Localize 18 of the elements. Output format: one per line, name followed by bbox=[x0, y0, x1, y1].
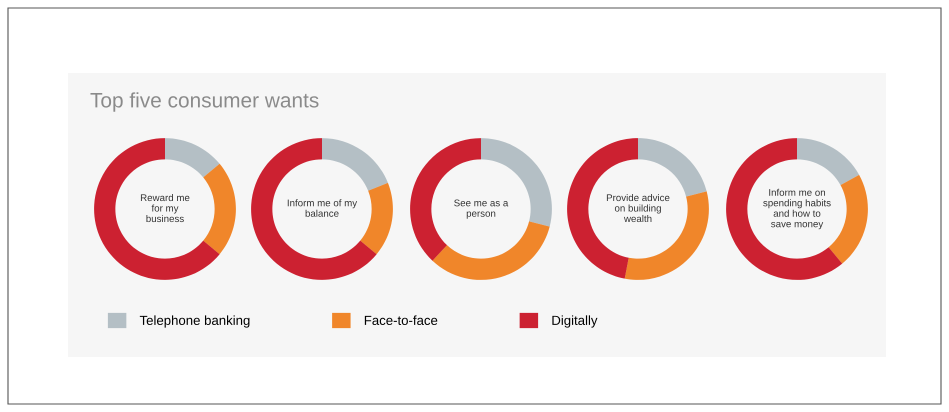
donut-slice bbox=[797, 138, 860, 186]
text: Inform me on spending habits and how to save money bbox=[763, 188, 831, 230]
text: Reward me for my business bbox=[140, 194, 190, 222]
donut-slice bbox=[432, 221, 550, 280]
legend-label: Telephone banking bbox=[140, 315, 250, 328]
legend-label: Digitally bbox=[552, 315, 598, 328]
donut-slice bbox=[94, 138, 220, 280]
donut-slice bbox=[203, 164, 236, 254]
legend-label: Face-to-face bbox=[364, 315, 438, 326]
text: See me as a person bbox=[454, 199, 508, 219]
donut-slice bbox=[165, 138, 220, 178]
donut-slice bbox=[322, 138, 388, 191]
text: Provide advice on building wealth bbox=[606, 194, 670, 222]
donut-slice bbox=[360, 182, 393, 254]
text: Inform me of my balance bbox=[288, 199, 358, 217]
donut-slice bbox=[726, 138, 842, 280]
donut-slice bbox=[251, 138, 377, 280]
chart-title: Top five consumer wants bbox=[90, 92, 319, 112]
